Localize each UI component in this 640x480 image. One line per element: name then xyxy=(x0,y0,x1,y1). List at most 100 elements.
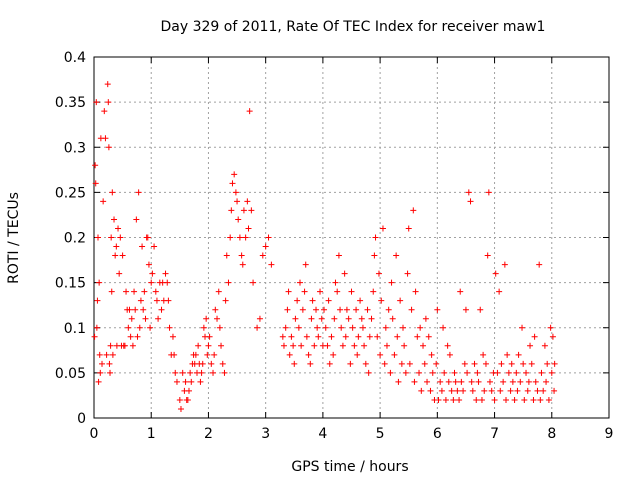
data-point xyxy=(481,387,488,394)
data-point xyxy=(475,378,482,385)
data-point xyxy=(265,234,272,241)
data-point xyxy=(238,252,245,259)
data-point xyxy=(501,261,508,268)
data-point xyxy=(393,252,400,259)
data-point xyxy=(144,234,151,241)
data-point xyxy=(448,387,455,394)
data-point xyxy=(227,234,234,241)
data-point xyxy=(433,360,440,367)
data-point xyxy=(551,360,558,367)
data-point xyxy=(325,297,332,304)
data-point xyxy=(107,342,114,349)
data-point xyxy=(292,315,299,322)
data-point xyxy=(166,324,173,331)
data-point xyxy=(116,270,123,277)
data-point xyxy=(405,225,412,232)
data-point xyxy=(458,378,465,385)
data-point xyxy=(339,342,346,349)
data-point xyxy=(457,288,464,295)
data-point xyxy=(236,234,243,241)
data-point xyxy=(404,270,411,277)
y-tick-label: 0.05 xyxy=(55,366,86,382)
data-point xyxy=(192,351,199,358)
data-point xyxy=(335,252,342,259)
data-point xyxy=(504,351,511,358)
data-point xyxy=(268,261,275,268)
data-point xyxy=(309,297,316,304)
data-point xyxy=(444,342,451,349)
data-point xyxy=(177,405,184,412)
data-point xyxy=(417,324,424,331)
data-point xyxy=(92,162,99,169)
data-point xyxy=(332,279,339,286)
data-point xyxy=(111,216,118,223)
data-point xyxy=(381,360,388,367)
data-point xyxy=(200,324,207,331)
y-tick-label: 0.4 xyxy=(64,50,86,66)
x-tick-label: 4 xyxy=(318,426,327,442)
y-tick-label: 0 xyxy=(77,411,86,427)
data-point xyxy=(379,225,386,232)
data-point xyxy=(477,306,484,313)
data-point xyxy=(362,360,369,367)
data-point xyxy=(527,342,534,349)
data-point xyxy=(450,396,457,403)
data-point xyxy=(428,351,435,358)
data-point xyxy=(294,297,301,304)
data-point xyxy=(203,315,210,322)
data-point xyxy=(375,270,382,277)
data-point xyxy=(128,315,135,322)
data-point xyxy=(231,171,238,178)
data-point xyxy=(262,243,269,250)
data-point xyxy=(131,288,138,295)
data-point xyxy=(204,351,211,358)
data-point xyxy=(94,297,101,304)
data-point xyxy=(361,342,368,349)
data-point xyxy=(136,324,143,331)
data-point xyxy=(427,387,434,394)
data-point xyxy=(497,387,504,394)
data-point xyxy=(140,306,147,313)
data-point xyxy=(525,378,532,385)
data-point xyxy=(391,351,398,358)
data-point xyxy=(298,342,305,349)
data-point xyxy=(188,378,195,385)
data-point xyxy=(117,234,124,241)
data-point xyxy=(411,378,418,385)
data-point xyxy=(345,315,352,322)
data-point xyxy=(517,378,524,385)
data-point xyxy=(305,351,312,358)
data-point xyxy=(395,378,402,385)
data-point xyxy=(145,261,152,268)
data-point xyxy=(530,396,537,403)
data-point xyxy=(514,387,521,394)
data-point xyxy=(254,324,261,331)
data-point xyxy=(179,369,186,376)
data-point xyxy=(113,243,120,250)
data-point xyxy=(119,252,126,259)
data-point xyxy=(149,270,156,277)
data-point xyxy=(235,216,242,223)
data-point xyxy=(494,369,501,376)
data-point xyxy=(454,387,461,394)
data-point xyxy=(398,360,405,367)
data-point xyxy=(164,279,171,286)
data-point xyxy=(397,297,404,304)
y-tick-label: 0.1 xyxy=(64,321,86,337)
data-point xyxy=(93,324,100,331)
data-point xyxy=(394,333,401,340)
data-point xyxy=(511,396,518,403)
data-point xyxy=(240,207,247,214)
data-point xyxy=(151,243,158,250)
data-point xyxy=(531,333,538,340)
data-point xyxy=(548,369,555,376)
data-point xyxy=(342,333,349,340)
data-point xyxy=(162,270,169,277)
data-point xyxy=(259,252,266,259)
data-point xyxy=(321,306,328,313)
data-point xyxy=(540,387,547,394)
data-point xyxy=(451,369,458,376)
data-point xyxy=(248,207,255,214)
data-point xyxy=(544,360,551,367)
data-point xyxy=(205,342,212,349)
